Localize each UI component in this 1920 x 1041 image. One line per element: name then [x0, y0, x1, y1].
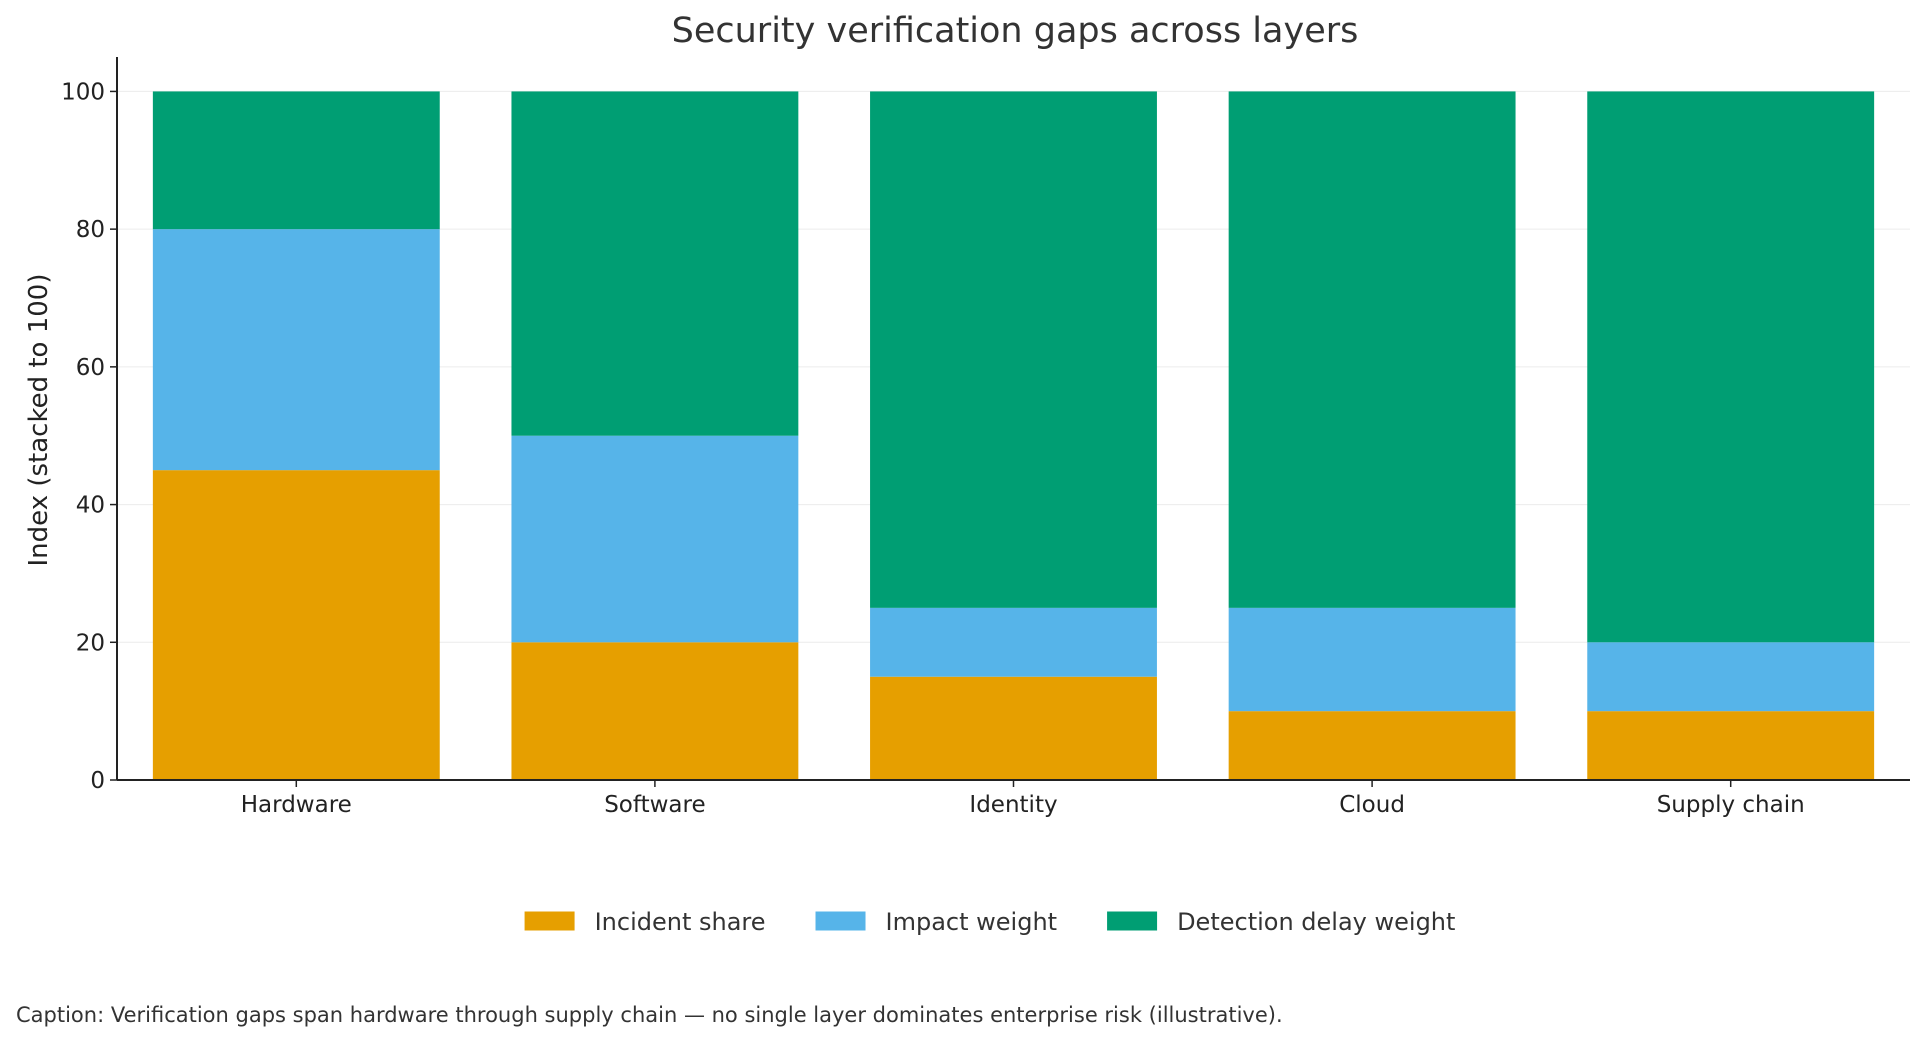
y-tick-label-0: 0 — [90, 768, 105, 794]
bar-software-impact-weight — [511, 435, 799, 643]
bar-software-detection-delay-weight — [511, 91, 799, 436]
legend-swatch-incident-share — [524, 911, 575, 931]
bars-group — [152, 91, 1875, 780]
chart-title: Security verification gaps across layers — [672, 11, 1359, 51]
y-tick-label-100: 100 — [61, 79, 105, 105]
x-tick-label-hardware: Hardware — [241, 792, 352, 818]
legend-swatch-impact-weight — [815, 911, 866, 931]
bar-identity-incident-share — [870, 676, 1157, 780]
x-tick-label-software: Software — [604, 792, 705, 818]
bar-cloud-detection-delay-weight — [1228, 91, 1516, 608]
chart-caption: Caption: Verification gaps span hardware… — [16, 1003, 1283, 1027]
bar-identity-detection-delay-weight — [870, 91, 1157, 608]
x-tick-label-supply-chain: Supply chain — [1657, 792, 1805, 818]
legend-label-impact-weight: Impact weight — [886, 908, 1058, 936]
bar-identity-impact-weight — [870, 607, 1157, 677]
legend: Incident share Impact weight Detection del… — [524, 908, 1455, 936]
legend-label-incident-share: Incident share — [595, 908, 766, 936]
y-tick-label-20: 20 — [76, 630, 105, 656]
bar-cloud-impact-weight — [1228, 607, 1516, 712]
x-tick-label-identity: Identity — [969, 792, 1057, 818]
bar-hardware-impact-weight — [152, 229, 440, 471]
stacked-bar-chart: Security verification gaps across layers… — [24, 11, 1910, 936]
bar-supply-chain-detection-delay-weight — [1587, 91, 1875, 643]
bar-supply-chain-impact-weight — [1587, 642, 1875, 712]
bar-hardware-detection-delay-weight — [152, 91, 440, 230]
bar-hardware-incident-share — [152, 470, 440, 780]
y-tick-label-80: 80 — [76, 217, 105, 243]
bar-software-incident-share — [511, 642, 799, 780]
bar-cloud-incident-share — [1228, 711, 1516, 780]
y-tick-label-60: 60 — [76, 355, 105, 381]
y-axis-label: Index (stacked to 100) — [24, 274, 54, 567]
y-tick-label-40: 40 — [76, 493, 105, 519]
legend-label-detection-delay-weight: Detection delay weight — [1177, 908, 1455, 936]
axes: 0 20 40 60 80 100 Hardware Software Identity Clou… — [61, 57, 1910, 818]
bar-supply-chain-incident-share — [1587, 711, 1875, 780]
x-tick-label-cloud: Cloud — [1339, 792, 1405, 818]
legend-swatch-detection-delay-weight — [1107, 911, 1158, 931]
